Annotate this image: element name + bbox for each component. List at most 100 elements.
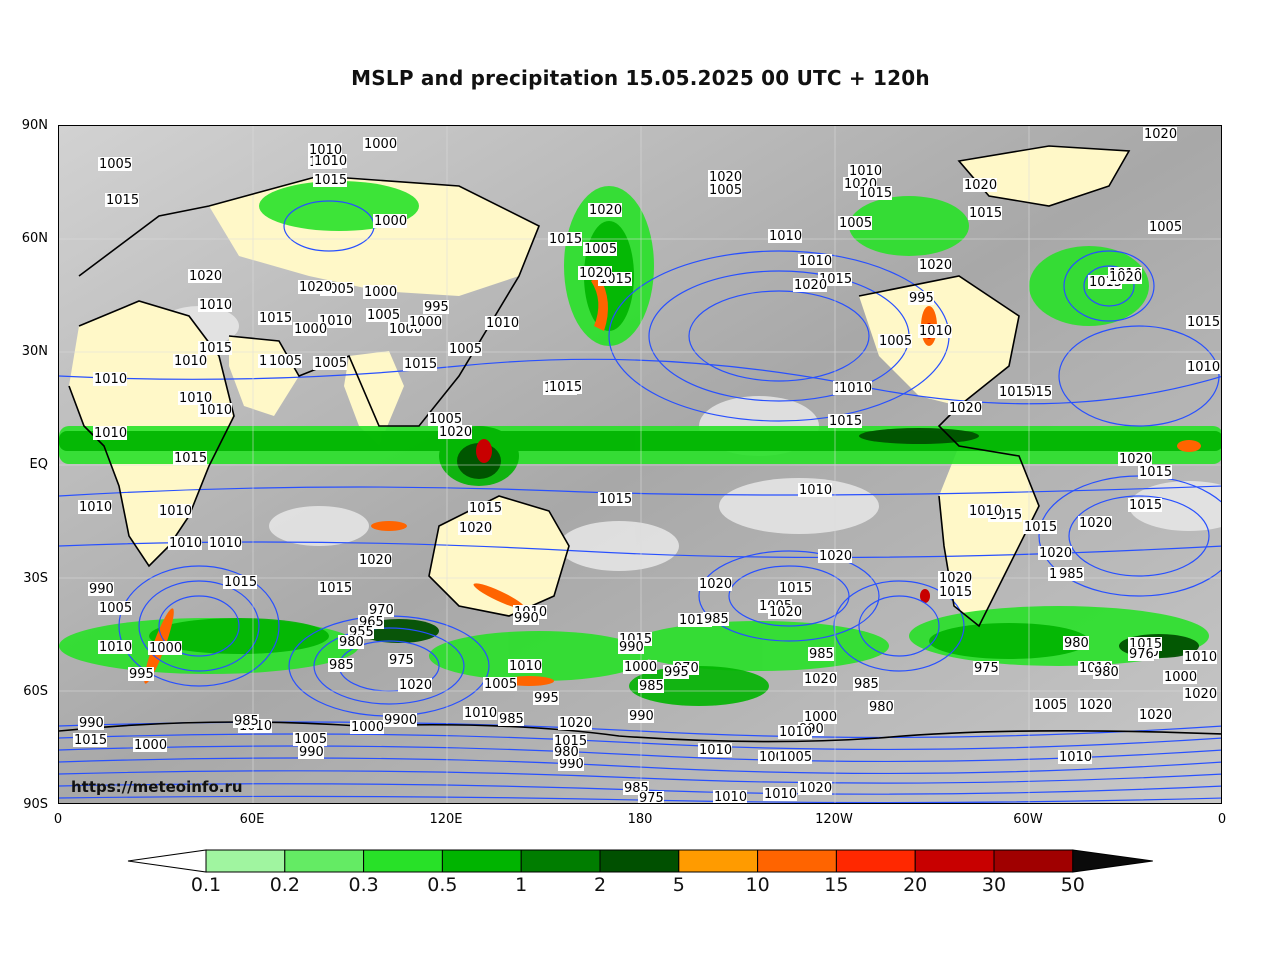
- colorbar-label: 15: [824, 874, 849, 896]
- isobar-label-bg: [1108, 270, 1142, 284]
- lon-label-0-west: 0: [53, 812, 63, 827]
- isobar-label-bg: [698, 577, 732, 591]
- isobar-label: 1010: [699, 743, 732, 758]
- colorbar-cell: [363, 849, 443, 873]
- isobar-label: 985: [704, 612, 729, 627]
- isobar-label: 1020: [964, 178, 997, 193]
- isobar-label: 1015: [404, 357, 437, 372]
- isobar-label: 1015: [199, 341, 232, 356]
- isobar-label-bg: [463, 706, 497, 720]
- isobar-low-north-atlantic: [1083, 265, 1135, 307]
- colorbar-label: 50: [1060, 874, 1085, 896]
- isobar-label: 1005: [269, 354, 302, 369]
- isobar-label: 1000: [1164, 670, 1197, 685]
- isobar-label-bg: [423, 300, 449, 314]
- isobar-label: 1005: [449, 342, 482, 357]
- isobar-label-bg: [133, 738, 167, 752]
- isobar-label-bg: [98, 640, 132, 654]
- colorbar-label: 5: [672, 874, 685, 896]
- isobar-label: 1000: [409, 315, 442, 330]
- lon-label-60w: 60W: [1013, 812, 1043, 827]
- isobar-label-bg: [948, 401, 982, 415]
- isobar-label: 1020: [1139, 708, 1172, 723]
- isobar-label-bg: [368, 603, 394, 617]
- isobar-label-bg: [1128, 647, 1154, 661]
- isobar-label-bg: [93, 372, 127, 386]
- isobar-label-bg: [128, 667, 154, 681]
- isobar-label-bg: [298, 745, 324, 759]
- isobar-label-bg: [308, 143, 342, 157]
- isobar-label: 1010: [714, 790, 747, 804]
- isobar-label-bg: [878, 334, 912, 348]
- australia-coast: [428, 495, 570, 617]
- isobar-label: 985: [809, 647, 834, 662]
- isobar-label: 980: [339, 635, 364, 650]
- isobar-label-bg: [708, 183, 742, 197]
- isobar-label-bg: [508, 659, 542, 673]
- isobar-label-bg: [708, 170, 742, 184]
- isobar-label-bg: [468, 501, 502, 515]
- isobar-label: 1020: [1039, 546, 1072, 561]
- isobar-label-bg: [98, 157, 132, 171]
- isobar-label: 1005: [484, 677, 517, 692]
- isobar-label: 1010: [1184, 650, 1217, 665]
- isobar-label-bg: [533, 691, 559, 705]
- lat-label-30s: 30S: [23, 571, 48, 586]
- isobar-label-bg: [1078, 516, 1112, 530]
- isobar-label-bg: [838, 216, 872, 230]
- isobar-label-bg: [588, 203, 622, 217]
- isobar-label-bg: [1143, 127, 1177, 141]
- isobar-label-bg: [1038, 546, 1072, 560]
- colorbar-cell: [993, 849, 1074, 873]
- isobar-label: 1005: [429, 412, 462, 427]
- isobar-label: 995: [534, 691, 559, 706]
- isobar-label: 1005: [294, 732, 327, 747]
- isobar-label-bg: [98, 601, 132, 615]
- isobar-label: 975: [389, 653, 414, 668]
- isobar-label: 1015: [549, 380, 582, 395]
- isobar-label-bg: [778, 581, 812, 595]
- source-watermark[interactable]: https://meteoinfo.ru: [71, 778, 243, 796]
- isobar-label-bg: [868, 700, 894, 714]
- isobar-label: 1005: [367, 308, 400, 323]
- isobar-label: 1020: [769, 605, 802, 620]
- isobar-label-bg: [408, 315, 442, 329]
- isobar-label: 1005: [314, 356, 347, 371]
- isobar-label-bg: [363, 137, 397, 151]
- isobar-label: 1010: [799, 254, 832, 269]
- isobar-label: 1015: [1024, 520, 1057, 535]
- isobar-label: 1020: [1109, 270, 1142, 285]
- colorbar-label: 20: [903, 874, 928, 896]
- isobar-label-bg: [313, 173, 347, 187]
- isobar-label: 1010: [486, 316, 519, 331]
- isobar-label: 1015: [779, 581, 812, 596]
- isobar-label: 1000: [374, 214, 407, 229]
- weather-map: 1020 1005 1010 1000 1015 1015 1020 1005 1010 1015…: [59, 126, 1221, 804]
- colorbar-cell: [205, 849, 286, 873]
- isobar-label-bg: [553, 745, 579, 759]
- isobar-label-bg: [828, 414, 862, 428]
- isobar-label: 1000: [149, 641, 182, 656]
- isobar-label-bg: [313, 154, 347, 168]
- isobar-label: 1010: [799, 483, 832, 498]
- lat-label-60s: 60S: [23, 684, 48, 699]
- isobar-label: 995: [909, 291, 934, 306]
- isobar-label-bg: [388, 653, 414, 667]
- isobar-label-bg: [798, 254, 832, 268]
- colorbar-label: 0.1: [190, 874, 222, 896]
- isobar-low-south-pacific: [858, 595, 940, 657]
- isobar-label: 1015: [819, 272, 852, 287]
- isobar-label-bg: [513, 611, 539, 625]
- isobar-label-bg: [558, 757, 584, 771]
- isobar-label-bg: [1186, 360, 1220, 374]
- colorbar-arrow-low: [127, 849, 207, 873]
- isobar-label: 1015: [174, 451, 207, 466]
- isobar-label: 1020: [949, 401, 982, 416]
- isobar-label-bg: [858, 186, 892, 200]
- isobar-label: 970: [369, 603, 394, 618]
- isobar-label-bg: [158, 504, 192, 518]
- colorbar-label: 0.2: [269, 874, 300, 896]
- isobar-label-bg: [358, 553, 392, 567]
- isobar-label-bg: [366, 308, 400, 322]
- isobar-label: 1000: [364, 137, 397, 152]
